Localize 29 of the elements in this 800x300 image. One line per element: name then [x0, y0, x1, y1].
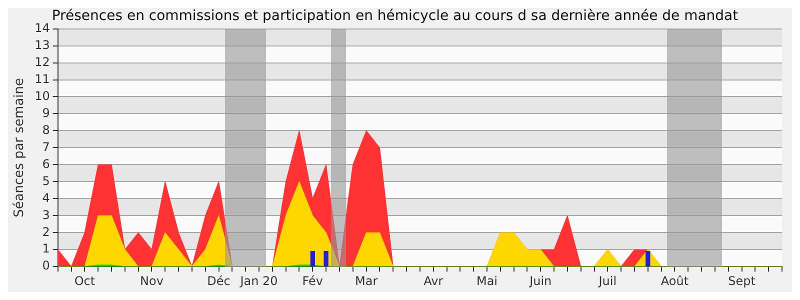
x-tick-label: Mai	[476, 274, 498, 288]
y-tick-label: 12	[34, 54, 50, 69]
y-tick-label: 6	[42, 156, 50, 171]
chart-title: Présences en commissions et participation en hémicycle au cours d sa dernière année de mandat	[52, 8, 739, 24]
y-tick-label: 4	[42, 190, 50, 205]
y-tick-label: 13	[34, 38, 50, 52]
y-tick-label: 7	[42, 140, 50, 154]
y-tick-label: 5	[42, 174, 50, 188]
y-axis-title: Séances par semaine	[12, 78, 28, 218]
x-tick-label: Oct	[74, 274, 96, 288]
y-tick-label: 2	[42, 224, 50, 239]
x-tick-label: Avr	[424, 274, 444, 288]
y-tick-label: 3	[42, 208, 50, 222]
x-tick-label: Jan 20	[239, 274, 278, 288]
y-tick-label: 11	[34, 72, 50, 86]
y-tick-label: 14	[34, 20, 50, 35]
x-tick-label: Sept	[728, 274, 756, 288]
y-tick-label: 1	[42, 242, 50, 256]
x-tick-label: Mar	[354, 274, 378, 288]
x-tick-label: Déc	[207, 274, 230, 288]
x-tick-label: Nov	[140, 274, 164, 288]
y-tick-label: 0	[42, 258, 50, 273]
x-tick-label: Juil	[598, 274, 617, 288]
y-tick-label: 8	[42, 122, 50, 137]
y-tick-label: 9	[42, 106, 50, 120]
x-tick-label: Août	[660, 274, 689, 288]
y-tick-label: 10	[34, 88, 50, 103]
x-tick-label: Fév	[302, 274, 324, 288]
x-tick-label: Juin	[528, 274, 552, 288]
